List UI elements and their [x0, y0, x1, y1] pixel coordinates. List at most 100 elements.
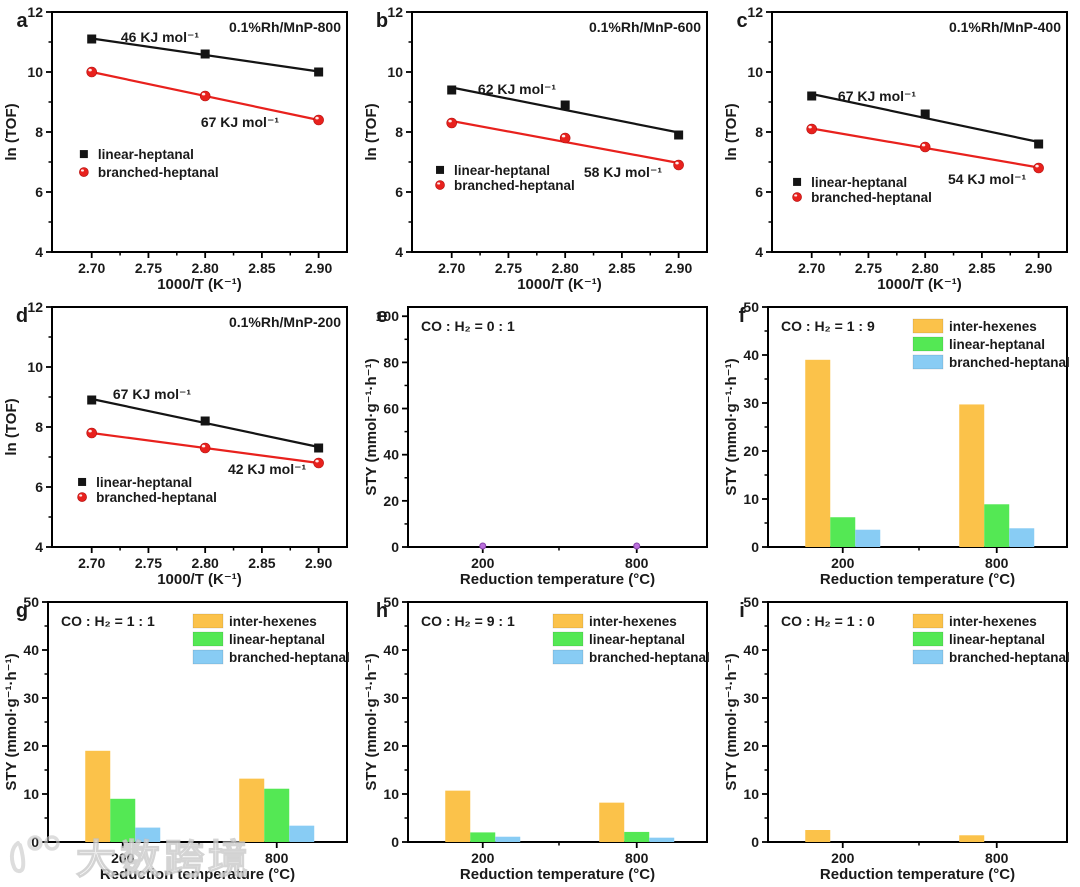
- chart-h: 0 10 20 30 40 50 STY (mmol·g⁻¹·h⁻¹) 200 800Reduc…: [363, 594, 710, 883]
- marker-gloss: [88, 429, 92, 433]
- y-tick-label: 20: [383, 738, 399, 754]
- y-axis-title: STY (mmol·g⁻¹·h⁻¹): [3, 653, 20, 790]
- activation-energy-label: 42 KJ mol⁻¹: [228, 461, 307, 477]
- activation-energy-label: 46 KJ mol⁻¹: [121, 29, 200, 45]
- x-axis-title: Reduction temperature (°C): [820, 866, 1015, 883]
- x-tick-label: 800: [625, 850, 649, 866]
- y-tick-label: 0: [391, 539, 399, 555]
- data-point: [314, 443, 324, 453]
- data-point: [199, 442, 211, 454]
- y-tick-label: 40: [383, 447, 399, 463]
- data-point: [199, 90, 211, 102]
- y-tick-label: 10: [27, 64, 43, 80]
- activation-energy-label: 67 KJ mol⁻¹: [201, 114, 280, 130]
- y-axis-title: ln (TOF): [363, 103, 380, 160]
- x-tick-label: 2.75: [135, 260, 162, 276]
- y-tick-label: 10: [387, 64, 403, 80]
- panel-letter: d: [16, 305, 28, 327]
- bar-linear-heptanal: [110, 798, 136, 842]
- y-tick-label: 10: [23, 786, 39, 802]
- activation-energy-label: 62 KJ mol⁻¹: [478, 81, 557, 97]
- chart-c: 4 6 8 10 12 ln (TOF) 2.70 2.75 2.80 2.85 2.90 1000/…: [723, 4, 1068, 293]
- activation-energy-label: 67 KJ mol⁻¹: [113, 386, 192, 402]
- plot-frame: [411, 11, 708, 253]
- legend-label: branched-heptanal: [454, 178, 575, 193]
- y-tick-label: 10: [383, 786, 399, 802]
- chart-a: 4 6 8 10 12 ln (TOF) 2.70 2.75 2.80 2.85 2.90 1000/…: [3, 4, 348, 293]
- y-tick-label: 12: [387, 4, 403, 20]
- gas-ratio-label: CO : H₂ = 9 : 1: [421, 613, 515, 629]
- y-tick-label: 100: [376, 308, 400, 324]
- legend-swatch: [912, 354, 944, 370]
- plot-frame: [51, 306, 348, 548]
- panel-b: 4 6 8 10 12 ln (TOF) 2.70 2.75 2.80 2.85 2.90 1000/…: [360, 0, 720, 295]
- x-tick-label: 2.75: [495, 260, 522, 276]
- x-axis-title: 1000/T (K⁻¹): [877, 276, 962, 293]
- legend-swatch: [912, 318, 944, 334]
- y-axis-title: ln (TOF): [3, 103, 20, 160]
- y-tick-label: 0: [31, 834, 39, 850]
- legend-swatch: [552, 613, 584, 629]
- bar-branched-heptanal: [495, 836, 521, 842]
- y-tick-label: 6: [395, 184, 403, 200]
- legend-marker: [77, 492, 87, 502]
- data-point: [919, 141, 931, 153]
- x-axis-title: 1000/T (K⁻¹): [517, 276, 602, 293]
- y-axis-title: STY (mmol·g⁻¹·h⁻¹): [723, 653, 740, 790]
- data-point: [674, 130, 684, 140]
- legend-label: linear-heptanal: [454, 163, 550, 178]
- y-tick-label: 0: [751, 834, 759, 850]
- legend-label: branched-heptanal: [96, 490, 217, 505]
- y-tick-label: 30: [23, 690, 39, 706]
- y-tick-label: 0: [391, 834, 399, 850]
- x-tick-label: 2.90: [305, 555, 332, 571]
- y-tick-label: 40: [743, 642, 759, 658]
- y-tick-label: 4: [35, 244, 43, 260]
- zero-value-marker: [479, 542, 487, 550]
- y-tick-label: 50: [743, 299, 759, 315]
- panel-i: 0 10 20 30 40 50 STY (mmol·g⁻¹·h⁻¹) 200 800 Reduc…: [720, 590, 1080, 887]
- marker-gloss: [315, 459, 319, 463]
- y-tick-label: 30: [383, 690, 399, 706]
- y-tick-label: 10: [743, 786, 759, 802]
- legend-label: inter-hexenes: [949, 319, 1037, 334]
- bar-inter-hexenes: [959, 835, 985, 842]
- plot-frame: [771, 11, 1068, 253]
- y-tick-label: 12: [747, 4, 763, 20]
- x-tick-label: 200: [471, 555, 495, 571]
- chart-b: 4 6 8 10 12 ln (TOF) 2.70 2.75 2.80 2.85 2.90 1000/…: [363, 4, 708, 293]
- marker-gloss: [1035, 164, 1039, 168]
- y-axis-title: ln (TOF): [723, 103, 740, 160]
- y-tick-label: 4: [35, 539, 43, 555]
- y-tick-label: 12: [27, 4, 43, 20]
- legend-marker: [79, 150, 88, 159]
- marker-gloss: [79, 494, 83, 497]
- data-point: [447, 85, 457, 95]
- legend-label: linear-heptanal: [589, 632, 685, 647]
- y-tick-label: 6: [755, 184, 763, 200]
- legend-swatch: [912, 649, 944, 665]
- panel-letter: b: [376, 10, 388, 32]
- x-tick-label: 800: [625, 555, 649, 571]
- marker-gloss: [201, 92, 206, 96]
- x-axis-title: Reduction temperature (°C): [460, 866, 655, 883]
- y-tick-label: 20: [383, 493, 399, 509]
- x-axis-title: Reduction temperature (°C): [100, 866, 295, 883]
- y-tick-label: 10: [743, 491, 759, 507]
- legend-marker: [793, 177, 802, 186]
- y-axis-title: STY (mmol·g⁻¹·h⁻¹): [363, 653, 380, 790]
- legend-label: branched-heptanal: [949, 650, 1070, 665]
- x-tick-label: 800: [985, 555, 1009, 571]
- legend-swatch: [912, 336, 944, 352]
- x-tick-label: 2.70: [798, 260, 825, 276]
- bar-linear-heptanal: [264, 788, 290, 842]
- activation-energy-label: 54 KJ mol⁻¹: [948, 171, 1027, 187]
- x-tick-label: 2.90: [665, 260, 692, 276]
- legend-label: linear-heptanal: [96, 475, 192, 490]
- data-point: [313, 457, 324, 469]
- y-axis-title: STY (mmol·g⁻¹·h⁻¹): [723, 358, 740, 495]
- legend-label: branched-heptanal: [811, 190, 932, 205]
- panel-d: 4 6 8 10 12 ln (TOF) 2.70 2.75 2.80 2.85 2.90 1000/…: [0, 295, 360, 590]
- data-point: [87, 34, 97, 44]
- y-tick-label: 40: [743, 347, 759, 363]
